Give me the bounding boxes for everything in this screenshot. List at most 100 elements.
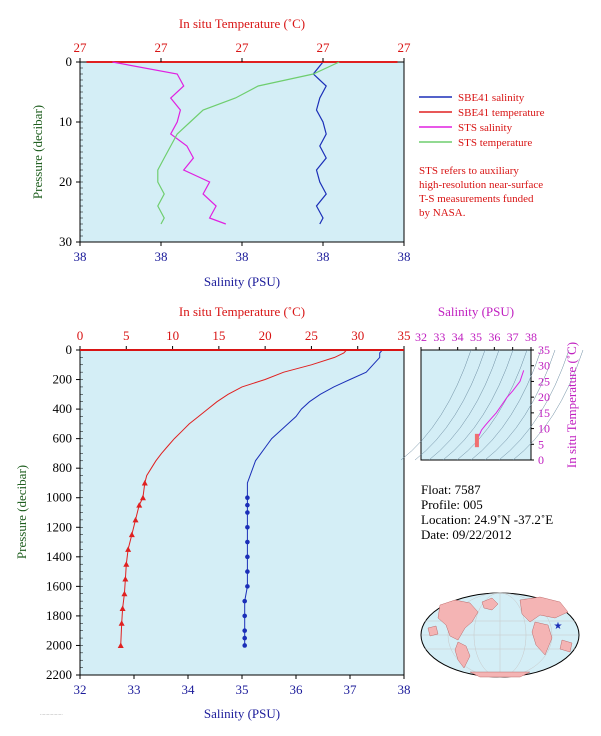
bottom-pressure-tick-label: 200 <box>53 372 73 387</box>
bottom-temperature-point <box>119 605 126 612</box>
footer-stamp: ················· <box>40 712 63 717</box>
bottom-temperature-point <box>117 642 124 648</box>
bottom-pressure-tick-label: 1600 <box>46 578 72 593</box>
bottom-chart-marks <box>117 349 383 648</box>
top-temp-tick-label: 27 <box>236 40 250 55</box>
bottom-temp-tick-label: 30 <box>351 328 364 343</box>
bottom-pressure-tick-label: 1400 <box>46 549 72 564</box>
top-legend: SBE41 salinity SBE41 temperature STS salin… <box>419 92 545 149</box>
ts-density-contour <box>498 349 570 461</box>
ts-salinity-tick-label: 38 <box>525 330 537 344</box>
bottom-chart-axes: 0 5 10 15 20 25 30 35 32 33 34 35 36 37 38 0 200 400 600 80… <box>46 328 411 697</box>
legend-label: SBE41 salinity <box>458 92 525 104</box>
date: Date: 09/22/2012 <box>421 527 512 542</box>
bottom-salinity-tick-label: 34 <box>182 682 196 697</box>
top-pressure-tick-label: 0 <box>66 54 73 69</box>
bottom-pressure-tick-label: 1800 <box>46 608 72 623</box>
top-temp-tick-label: 27 <box>74 40 88 55</box>
ts-density-contour <box>414 349 486 461</box>
bottom-salinity-tick-label: 33 <box>128 682 141 697</box>
bottom-salinity-point <box>242 613 247 619</box>
ts-density-contour <box>428 349 500 461</box>
top-salinity-tick-label: 38 <box>398 249 411 264</box>
bottom-chart: 0 5 10 15 20 25 30 35 32 33 34 35 36 37 38 0 200 400 600 80… <box>14 304 411 721</box>
legend-label: STS salinity <box>458 122 513 134</box>
bottom-salinity-point <box>245 554 250 560</box>
top-series-sts-salinity <box>112 61 227 225</box>
ts-temp-tick-label: 0 <box>538 453 544 467</box>
top-salinity-tick-label: 38 <box>317 249 330 264</box>
ts-density-contour <box>484 349 556 461</box>
top-salinity-tick-label: 38 <box>74 249 87 264</box>
bottom-temperature-point <box>141 479 148 486</box>
bottom-temp-axis-title: In situ Temperature (˚C) <box>179 304 305 319</box>
bottom-temp-tick-label: 20 <box>259 328 272 343</box>
top-salinity-tick-label: 38 <box>155 249 168 264</box>
note-line: high-resolution near-surface <box>419 179 543 191</box>
ts-temp-tick-label: 35 <box>538 343 550 357</box>
bottom-pressure-tick-label: 800 <box>53 460 73 475</box>
bottom-salinity-axis-title: Salinity (PSU) <box>204 706 280 721</box>
bottom-salinity-tick-label: 36 <box>290 682 304 697</box>
float-info: Float: 7587 Profile: 005 Location: 24.9˚… <box>421 482 553 542</box>
bottom-salinity-point <box>245 524 250 530</box>
ts-density-contour <box>400 349 472 461</box>
bottom-temperature-point <box>128 531 135 538</box>
ts-temp-axis-title: In situ Temperature (˚C) <box>564 342 579 468</box>
ts-salinity-tick-label: 37 <box>507 330 519 344</box>
bottom-salinity-tick-label: 37 <box>344 682 358 697</box>
bottom-pressure-tick-label: 2000 <box>46 637 72 652</box>
bottom-salinity-point <box>245 539 250 545</box>
legend-label: STS temperature <box>458 137 532 149</box>
bottom-temp-tick-label: 35 <box>398 328 411 343</box>
bottom-temperature-point <box>139 494 146 501</box>
ts-salinity-tick-label: 32 <box>415 330 427 344</box>
bottom-salinity-point <box>242 628 247 633</box>
ts-temp-tick-label: 10 <box>538 422 550 436</box>
top-temp-axis-title: In situ Temperature (˚C) <box>179 16 305 31</box>
bottom-pressure-tick-label: 600 <box>53 431 73 446</box>
bottom-temperature-point <box>118 620 125 626</box>
bottom-salinity-point <box>245 502 250 508</box>
bottom-temperature-point <box>132 516 139 523</box>
ts-temp-tick-label: 15 <box>538 406 550 420</box>
bottom-temp-tick-label: 0 <box>77 328 84 343</box>
top-chart: 27 27 27 27 27 38 38 38 38 38 0 10 20 30 In situ Temp… <box>30 16 545 289</box>
bottom-pressure-tick-label: 1200 <box>46 519 72 534</box>
ts-salinity-tick-label: 34 <box>452 330 464 344</box>
ts-density-contours <box>400 349 584 461</box>
bottom-pressure-tick-label: 1000 <box>46 490 72 505</box>
bottom-salinity-point <box>245 584 250 589</box>
bottom-temperature-point <box>123 561 130 567</box>
ts-chart-marks <box>474 370 525 448</box>
ts-temp-tick-label: 20 <box>538 390 550 404</box>
ts-salinity-axis-title: Salinity (PSU) <box>438 304 514 319</box>
ts-density-contour <box>456 349 528 461</box>
ts-temp-tick-label: 5 <box>538 437 544 451</box>
bottom-pressure-axis-title: Pressure (decibar) <box>14 465 29 559</box>
world-map: ★ <box>420 592 580 678</box>
top-pressure-tick-label: 20 <box>59 174 72 189</box>
bottom-pressure-tick-label: 400 <box>53 401 73 416</box>
top-pressure-tick-label: 30 <box>59 234 72 249</box>
bottom-temp-tick-label: 10 <box>166 328 179 343</box>
bottom-salinity-tick-label: 38 <box>398 682 411 697</box>
bottom-temperature-point <box>136 502 143 508</box>
ts-salinity-tick-label: 36 <box>488 330 500 344</box>
bottom-salinity-point <box>242 643 247 648</box>
bottom-temp-tick-label: 25 <box>305 328 318 343</box>
bottom-salinity-point <box>245 510 250 515</box>
bottom-pressure-tick-label: 2200 <box>46 667 72 682</box>
top-salinity-axis-title: Salinity (PSU) <box>204 274 280 289</box>
top-note: STS refers to auxiliary high-resolution n… <box>419 165 543 219</box>
location: Location: 24.9˚N -37.2˚E <box>421 512 553 527</box>
bottom-temp-tick-label: 5 <box>123 328 130 343</box>
bottom-salinity-point <box>245 495 250 501</box>
top-chart-marks <box>86 61 398 225</box>
note-line: STS refers to auxiliary <box>419 165 519 177</box>
float-id: Float: 7587 <box>421 482 481 497</box>
note-line: T-S measurements funded <box>419 193 534 205</box>
